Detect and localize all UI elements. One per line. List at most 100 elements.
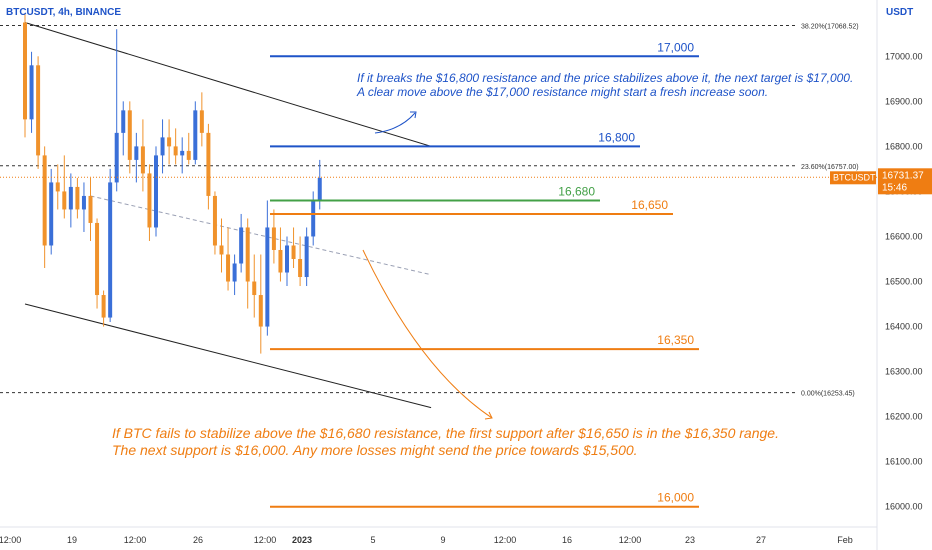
time-tick-label: 2023 xyxy=(292,535,312,545)
candle-body xyxy=(49,182,54,246)
candle-body xyxy=(23,22,27,120)
trend-line-channel-bottom xyxy=(24,303,432,409)
level-label: 16,650 xyxy=(631,198,668,212)
candle-body xyxy=(101,295,106,318)
candles xyxy=(23,13,322,354)
price-tick-label: 16400.00 xyxy=(885,322,923,332)
time-tick-label: 5 xyxy=(370,535,375,545)
trend-line-channel-top xyxy=(24,22,432,147)
resistance-arrow-head xyxy=(410,111,417,119)
candle-body xyxy=(140,146,145,174)
candle-body xyxy=(108,182,113,318)
candle-body xyxy=(258,295,263,327)
time-tick-label: 16 xyxy=(562,535,572,545)
price-tick-label: 16000.00 xyxy=(885,502,923,512)
price-tag-value: 16731.37 xyxy=(882,170,924,181)
time-tick-label: 12:00 xyxy=(254,535,277,545)
time-tick-label: 27 xyxy=(756,535,766,545)
candle-body xyxy=(88,195,93,223)
candle-body xyxy=(212,195,217,246)
price-tag-symbol-bg xyxy=(830,171,876,185)
candle-body xyxy=(121,110,126,133)
price-tick-label: 16600.00 xyxy=(885,231,923,241)
level-label: 16,800 xyxy=(598,130,635,144)
candle-body xyxy=(68,186,73,210)
price-tag-symbol: BTCUSDT xyxy=(833,172,876,182)
candle-body xyxy=(285,245,289,273)
time-axis[interactable]: 12:00 19 12:00 26 12:00 2023 5 9 12:00 16 12:00 23 2… xyxy=(0,535,853,545)
candle-body xyxy=(278,249,283,273)
trend-lines xyxy=(24,22,432,409)
candle-body xyxy=(154,155,158,228)
level-label: 16,000 xyxy=(657,491,694,505)
price-tick-label: 16100.00 xyxy=(885,457,923,467)
support-annotation-line-2: The next support is $16,000. Any more lo… xyxy=(112,442,638,458)
trend-line-mid-dashed xyxy=(90,195,432,276)
time-tick-label: 12:00 xyxy=(494,535,517,545)
candle-body xyxy=(167,137,172,147)
fib-label: 23.60%(16757.00) xyxy=(801,164,859,171)
candle-body xyxy=(173,146,178,156)
time-tick-label: 26 xyxy=(193,535,203,545)
candle-body xyxy=(226,254,231,282)
resistance-arrow xyxy=(374,112,416,134)
candle-body xyxy=(252,281,257,296)
time-tick-label: 12:00 xyxy=(124,535,147,545)
level-label: 17,000 xyxy=(657,40,694,54)
candle-body xyxy=(36,65,41,156)
time-tick-label: 23 xyxy=(685,535,695,545)
fib-levels: 38.20%(17068.52) 23.60%(16757.00) 0.00%(16… xyxy=(0,23,859,398)
candle-body xyxy=(147,173,152,228)
candle-body xyxy=(304,236,309,278)
support-annotation-line-1: If BTC fails to stabilize above the $16,… xyxy=(112,425,779,441)
price-tag-countdown: 15:46 xyxy=(882,182,907,193)
support-arrow-head xyxy=(484,411,493,420)
price-tick-label: 16200.00 xyxy=(885,412,923,422)
level-label: 16,680 xyxy=(558,184,595,198)
level-label: 16,350 xyxy=(657,333,694,347)
time-tick-label: Feb xyxy=(837,535,853,545)
candle-body xyxy=(160,137,165,156)
price-axis[interactable]: 17000.0016900.0016800.0016700.0016600.00… xyxy=(885,51,923,511)
candle-body xyxy=(62,191,67,210)
candle-body xyxy=(311,200,316,237)
candle-body xyxy=(199,110,204,133)
candle-body xyxy=(271,227,276,250)
time-tick-label: 19 xyxy=(67,535,77,545)
candle-body xyxy=(114,132,119,183)
candle-body xyxy=(298,258,303,278)
candle-body xyxy=(75,186,80,210)
candle-body xyxy=(239,227,244,264)
support-arrow xyxy=(362,249,493,419)
candle-body xyxy=(291,245,296,259)
candle-body xyxy=(265,227,270,327)
price-tick-label: 17000.00 xyxy=(885,51,923,61)
candle-body xyxy=(186,150,191,160)
candle-body xyxy=(81,195,86,210)
candle-body xyxy=(55,182,60,192)
level-lines: 17,000 16,800 16,680 16,650 16,350 16,000 xyxy=(270,40,699,508)
candle-body xyxy=(317,177,322,201)
time-tick-label: 12:00 xyxy=(0,535,21,545)
candle-body xyxy=(134,146,139,160)
time-tick-label: 12:00 xyxy=(619,535,642,545)
candle-body xyxy=(29,65,34,120)
candle-body xyxy=(127,110,132,160)
candle-body xyxy=(232,263,237,282)
candle-body xyxy=(245,227,250,282)
current-price-tag: BTCUSDT 16731.37 15:46 xyxy=(830,168,932,195)
fib-label: 38.20%(17068.52) xyxy=(801,23,859,30)
fib-label: 0.00%(16253.45) xyxy=(801,391,855,398)
resistance-annotation-line-2: A clear move above the $17,000 resistanc… xyxy=(356,85,768,99)
price-tick-label: 16500.00 xyxy=(885,277,923,287)
time-tick-label: 9 xyxy=(440,535,445,545)
candle-body xyxy=(42,155,47,246)
symbol-title: BTCUSDT, 4h, BINANCE xyxy=(6,7,121,18)
candle-body xyxy=(193,110,198,160)
candle-body xyxy=(180,150,185,156)
currency-label: USDT xyxy=(886,7,913,18)
price-tick-label: 16300.00 xyxy=(885,367,923,377)
candle-body xyxy=(206,132,211,196)
